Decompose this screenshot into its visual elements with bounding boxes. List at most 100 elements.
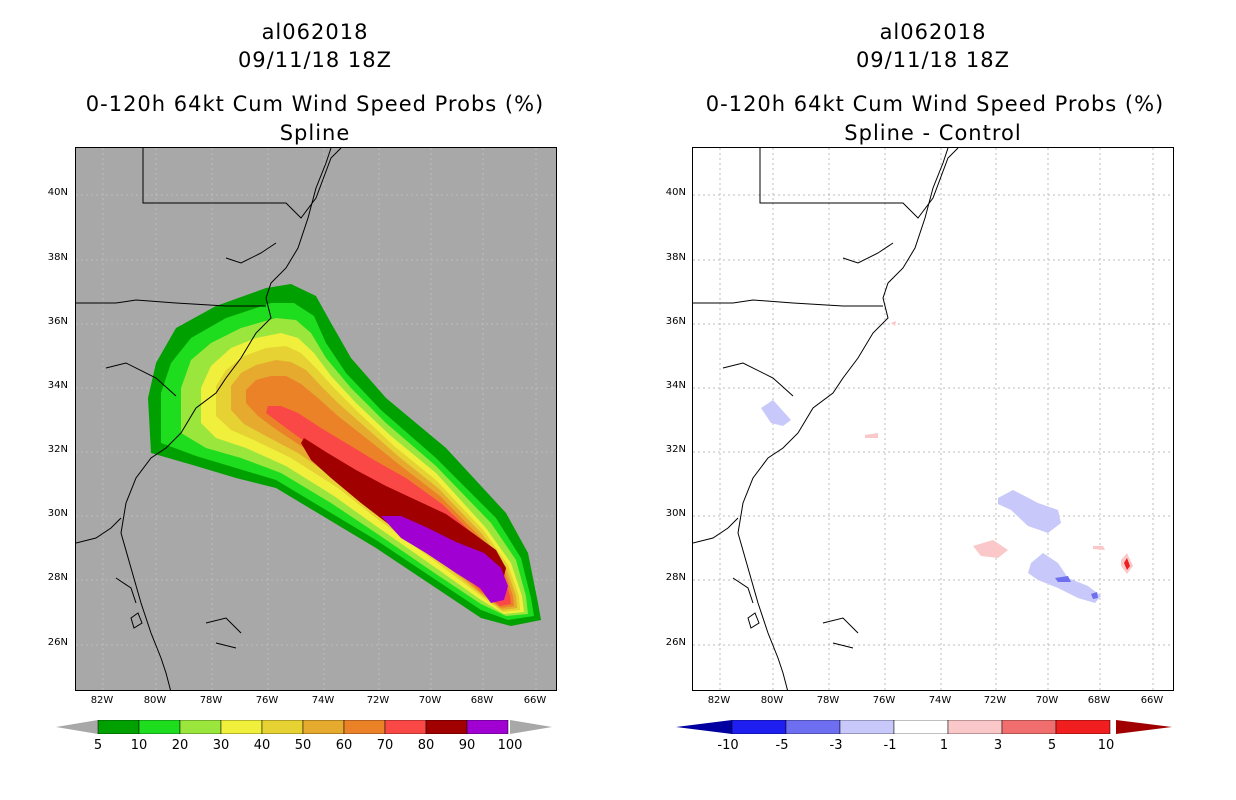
prob-band-90 bbox=[381, 516, 508, 603]
left-map-plot bbox=[75, 147, 557, 691]
lat-label: 30N bbox=[47, 508, 68, 519]
lat-label: 26N bbox=[47, 637, 68, 648]
colorbar-swatch bbox=[179, 720, 222, 734]
lon-label: 80W bbox=[760, 695, 784, 706]
colorbar-arrow-high bbox=[510, 720, 552, 734]
colorbar-label: -1 bbox=[883, 738, 897, 753]
lon-label: 74W bbox=[928, 695, 952, 706]
lon-label: 78W bbox=[199, 695, 223, 706]
colorbar-swatch bbox=[138, 720, 181, 734]
colorbar-label: 3 bbox=[993, 738, 1003, 753]
right-map-plot bbox=[692, 147, 1174, 691]
coastlines-borders bbox=[76, 148, 342, 690]
colorbar-label: 70 bbox=[376, 738, 394, 753]
lon-label: 72W bbox=[366, 695, 390, 706]
colorbar-label: 60 bbox=[335, 738, 353, 753]
lon-label: 72W bbox=[983, 695, 1007, 706]
left-datetime: 09/11/18 18Z bbox=[237, 48, 393, 72]
colorbar-arrow-high bbox=[1116, 720, 1172, 734]
diff-negative-blob bbox=[998, 490, 1061, 533]
left-product-title: 0-120h 64kt Cum Wind Speed Probs (%) bbox=[85, 92, 545, 116]
lat-label: 32N bbox=[665, 444, 686, 455]
lon-label: 76W bbox=[872, 695, 896, 706]
diff-positive-blob bbox=[865, 433, 878, 438]
colorbar-label: 100 bbox=[497, 738, 523, 753]
right-storm-id: al062018 bbox=[879, 20, 987, 44]
lon-label: 66W bbox=[523, 695, 547, 706]
colorbar-swatch bbox=[1001, 720, 1057, 734]
left-map-svg bbox=[76, 148, 556, 690]
colorbar-label: 5 bbox=[1047, 738, 1057, 753]
colorbar-label: 1 bbox=[939, 738, 949, 753]
lon-label: 78W bbox=[816, 695, 840, 706]
colorbar-label: -10 bbox=[717, 738, 739, 753]
diff-positive-blob bbox=[891, 321, 896, 326]
colorbar-arrow-low bbox=[56, 720, 98, 734]
lon-label: 68W bbox=[1087, 695, 1111, 706]
lat-label: 40N bbox=[47, 187, 68, 198]
lon-label: 70W bbox=[418, 695, 442, 706]
diff-positive-core bbox=[1124, 558, 1130, 570]
lat-label: 36N bbox=[47, 316, 68, 327]
colorbar-label: -5 bbox=[775, 738, 789, 753]
right-product-title: 0-120h 64kt Cum Wind Speed Probs (%) bbox=[705, 92, 1165, 116]
lat-label: 34N bbox=[47, 380, 68, 391]
lon-label: 70W bbox=[1035, 695, 1059, 706]
map-background bbox=[693, 148, 1173, 690]
difference-contours bbox=[761, 321, 1133, 603]
lat-label: 38N bbox=[665, 252, 686, 263]
lon-label: 68W bbox=[470, 695, 494, 706]
lon-label: 82W bbox=[707, 695, 731, 706]
colorbar-label: 10 bbox=[130, 738, 148, 753]
lat-label: 36N bbox=[665, 316, 686, 327]
colorbar-label: 40 bbox=[253, 738, 271, 753]
colorbar-swatch bbox=[97, 720, 140, 734]
right-map-svg bbox=[693, 148, 1173, 690]
colorbar-swatch bbox=[220, 720, 263, 734]
colorbar-label: 80 bbox=[417, 738, 435, 753]
left-subtitle: Spline bbox=[279, 121, 351, 145]
colorbar-swatch bbox=[893, 720, 949, 734]
lon-label: 76W bbox=[255, 695, 279, 706]
colorbar-label: 5 bbox=[93, 738, 103, 753]
colorbar-swatch bbox=[839, 720, 895, 734]
diff-positive-blob bbox=[1093, 546, 1105, 550]
colorbar-swatch bbox=[425, 720, 468, 734]
diff-negative-core bbox=[1055, 576, 1071, 582]
colorbar-label: 20 bbox=[171, 738, 189, 753]
colorbar-label: -3 bbox=[829, 738, 843, 753]
lat-label: 28N bbox=[47, 572, 68, 583]
colorbar-swatch bbox=[261, 720, 304, 734]
colorbar-swatch bbox=[1055, 720, 1111, 734]
right-datetime: 09/11/18 18Z bbox=[855, 48, 1011, 72]
colorbar-swatch bbox=[343, 720, 386, 734]
colorbar-boxes bbox=[731, 720, 1111, 734]
lat-label: 32N bbox=[47, 444, 68, 455]
colorbar-swatch bbox=[384, 720, 427, 734]
colorbar-label: 10 bbox=[1097, 738, 1115, 753]
probability-swath bbox=[148, 284, 541, 626]
lon-label: 66W bbox=[1140, 695, 1164, 706]
left-storm-id: al062018 bbox=[261, 20, 369, 44]
colorbar-swatch bbox=[785, 720, 841, 734]
colorbar-swatch bbox=[466, 720, 509, 734]
coastlines-borders bbox=[693, 148, 959, 690]
colorbar-label: 30 bbox=[212, 738, 230, 753]
colorbar-swatch bbox=[731, 720, 787, 734]
lat-label: 28N bbox=[665, 572, 686, 583]
colorbar-swatch bbox=[947, 720, 1003, 734]
lat-label: 34N bbox=[665, 380, 686, 391]
colorbar-label: 90 bbox=[458, 738, 476, 753]
diff-negative-core bbox=[1091, 592, 1098, 599]
left-colorbar bbox=[56, 720, 552, 734]
colorbar-label: 50 bbox=[294, 738, 312, 753]
diff-positive-blob bbox=[973, 540, 1008, 558]
lat-label: 40N bbox=[665, 187, 686, 198]
lat-label: 30N bbox=[665, 508, 686, 519]
colorbar-arrow-low bbox=[676, 720, 732, 734]
lon-label: 80W bbox=[143, 695, 167, 706]
lat-label: 38N bbox=[47, 252, 68, 263]
lat-label: 26N bbox=[665, 637, 686, 648]
colorbar-swatch bbox=[302, 720, 345, 734]
colorbar-boxes bbox=[97, 720, 509, 734]
